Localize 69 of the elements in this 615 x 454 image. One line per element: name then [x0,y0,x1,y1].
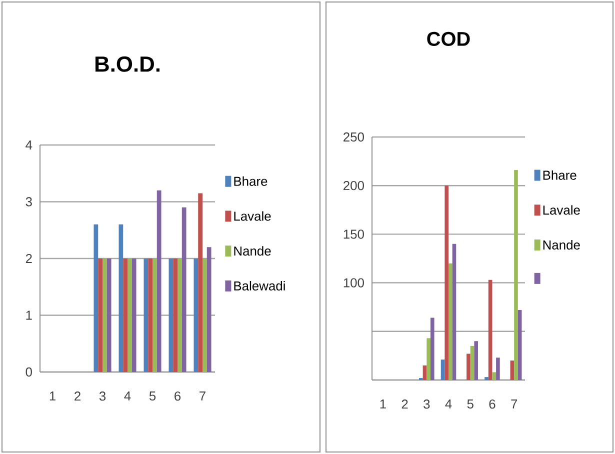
x-tick-label: 5 [149,392,156,401]
x-tick-label: 6 [489,400,496,409]
bar [488,280,492,380]
y-tick-label: 0 [26,367,32,377]
bar [168,258,174,372]
x-tick-label: 5 [467,400,474,409]
bar [94,224,98,372]
bar [484,377,488,380]
bar [198,193,202,372]
bar [182,207,186,372]
bar [128,258,132,372]
bar [202,258,207,372]
bar [444,186,449,380]
bar [102,258,107,372]
bar [466,354,470,380]
legend-label: Lavale [234,211,271,221]
bar [118,224,124,372]
bar [156,190,162,372]
bar [173,258,178,372]
bar [440,360,445,380]
bar [194,258,198,372]
x-tick-label: 2 [74,392,80,401]
y-tick-label: 2 [26,254,32,264]
bar [123,258,128,372]
x-tick-label: 3 [424,400,430,409]
legend-label: Bhare [543,170,576,180]
x-tick-label: 2 [402,400,408,409]
bar [206,247,212,372]
y-tick-label: 100 [344,278,364,288]
bar [132,258,136,372]
legend-label: Lavale [543,205,580,215]
bar [152,258,157,372]
bar [492,372,496,380]
bar [448,263,452,380]
x-tick-label: 4 [124,392,131,400]
y-tick-label: 1 [26,310,32,320]
bar [514,170,518,380]
x-tick-label: 7 [511,400,518,408]
bar [426,338,430,380]
bar [148,258,153,372]
y-tick-label: 250 [344,132,364,142]
bar [510,360,514,380]
chart-title: B.O.D. [95,56,160,72]
x-tick-label: 4 [445,400,452,408]
x-tick-label: 6 [174,392,181,401]
bar [470,346,474,380]
y-tick-label: 4 [26,140,32,150]
x-tick-label: 3 [99,392,106,401]
bar [422,365,427,380]
y-tick-label: 200 [344,181,364,190]
x-tick-label: 7 [200,392,206,400]
x-tick-label: 1 [50,392,56,400]
bar [430,318,434,380]
bar [518,310,522,380]
bar [106,258,112,372]
bar [496,358,500,380]
y-tick-label: 3 [26,197,32,206]
bar [452,244,456,380]
bar [98,258,103,372]
legend-label: Nande [234,246,271,256]
legend-label: Balewadi [234,280,285,291]
x-tick-label: 1 [380,400,386,408]
legend-label: Nande [543,240,580,250]
legend-label: Bhare [234,176,268,186]
chart-title: COD [427,32,470,46]
bar [144,258,148,372]
y-tick-label: 150 [344,230,364,239]
bar [178,258,182,372]
bar [474,341,478,380]
